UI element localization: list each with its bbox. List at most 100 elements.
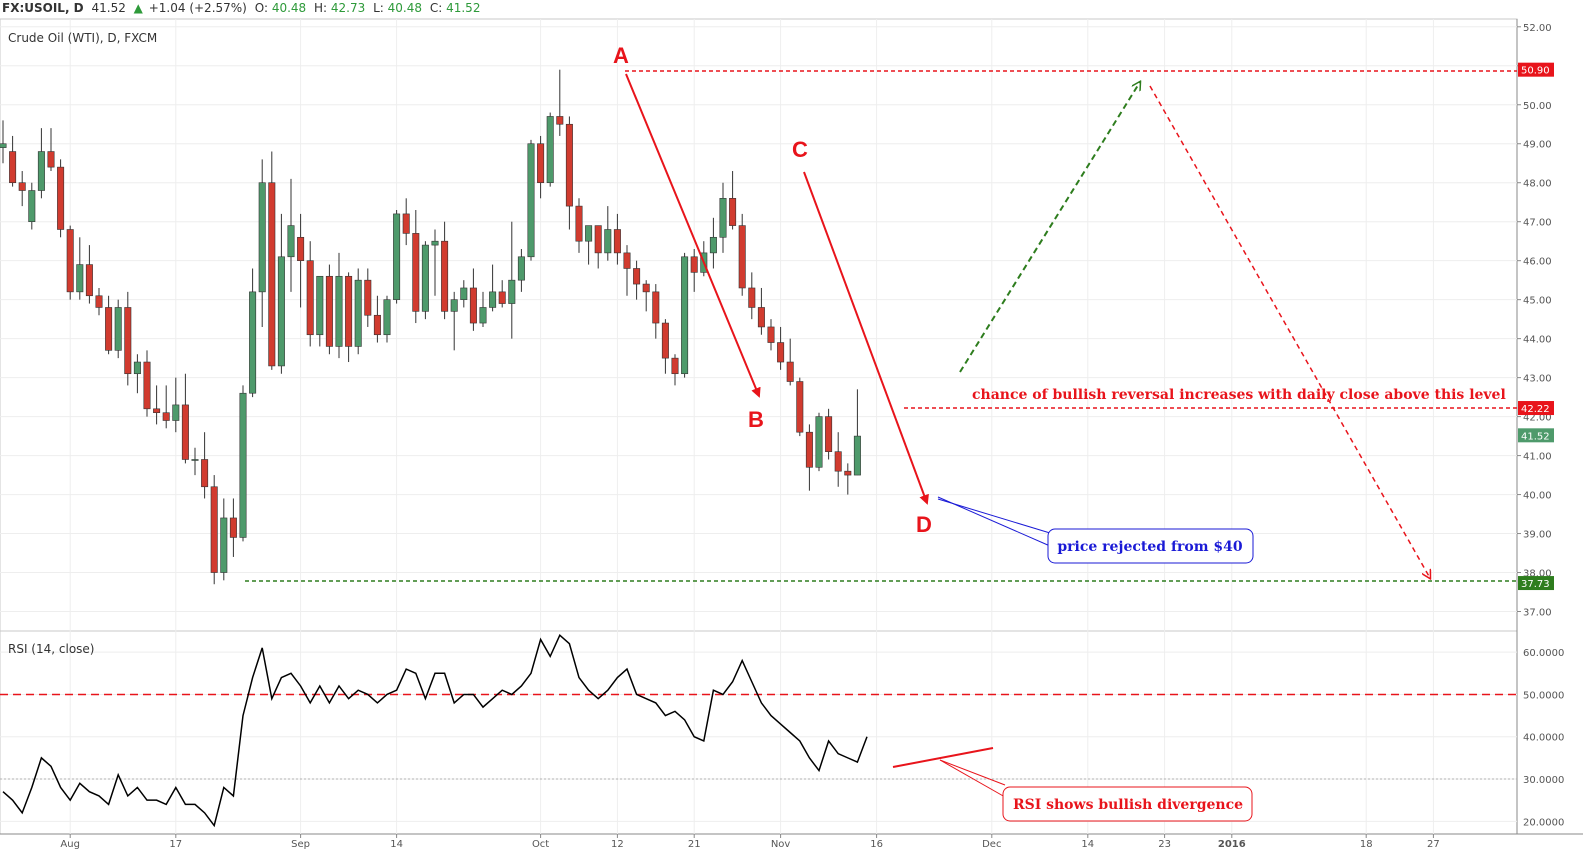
candle-down (9, 151, 17, 184)
rsi-series (0, 633, 1517, 828)
close-label: C: (430, 1, 442, 15)
candle-up (277, 256, 285, 367)
candle-up (719, 198, 727, 238)
price-axis[interactable] (1517, 19, 1583, 834)
candle-up (249, 291, 257, 394)
rejection-callout: price rejected from $40 (937, 496, 1254, 564)
header-bar: FX:USOIL, D 41.52 ▲ +1.04 (+2.57%) O: 40… (0, 0, 1583, 18)
up-triangle-icon: ▲ (134, 1, 144, 15)
candle-up (546, 116, 554, 184)
candle-up (0, 143, 7, 148)
candle-up (28, 190, 36, 223)
high-value: 42.73 (331, 1, 365, 15)
candle-up (431, 240, 439, 246)
candle-up (287, 225, 295, 258)
candle-down (777, 342, 785, 363)
divergence-box (1002, 786, 1253, 822)
rsi-tick-label: 40.0000 (1523, 733, 1564, 744)
candle-down (748, 287, 756, 308)
candle-up (585, 225, 593, 242)
candle-down (767, 326, 775, 343)
candle-down (757, 307, 765, 328)
divergence-pointer-line-2 (939, 759, 1006, 786)
projection-up-arrow (959, 82, 1140, 373)
callout-pointer-line-2 (937, 498, 1051, 534)
price-tick-label: 42.00 (1523, 413, 1552, 424)
candle-down (268, 182, 276, 367)
candle-up (133, 361, 141, 375)
candle-up (450, 299, 458, 312)
time-tick-label: 12 (611, 839, 624, 850)
candle-up (37, 151, 45, 191)
candle-down (834, 451, 842, 472)
candle-down (738, 225, 746, 289)
price-tick-label: 40.00 (1523, 491, 1552, 502)
time-tick-label: 18 (1360, 839, 1373, 850)
time-tick-label: Aug (60, 839, 80, 850)
price-tick-label: 43.00 (1523, 374, 1552, 385)
candle-down (373, 314, 381, 336)
time-tick-label: 23 (1158, 839, 1171, 850)
candle-down (469, 287, 477, 324)
candle-up (114, 307, 122, 351)
price-tick-label: 52.00 (1523, 23, 1552, 34)
open-label: O: (255, 1, 268, 15)
high-label: H: (314, 1, 327, 15)
candle-up (489, 291, 497, 308)
candle-up (76, 264, 84, 293)
grid (0, 19, 1517, 834)
rsi-tick-label: 30.0000 (1523, 775, 1564, 786)
level-lines (245, 70, 1517, 582)
rsi-tick-label: 50.0000 (1523, 690, 1564, 701)
svg-text:FX:USOIL, D 41.52: FX:USOIL, D 41.52 ▲ +1.04 (+2.57%) O: 40… (2, 1, 480, 15)
axis-ticks: 52.0051.0050.0049.0048.0047.0046.0045.00… (60, 23, 1564, 850)
time-tick-label: Nov (771, 839, 791, 850)
price-tick-label: 45.00 (1523, 296, 1552, 307)
last-price: 41.52 (91, 1, 125, 15)
low-label: L: (373, 1, 384, 15)
rsi-tick-label: 20.0000 (1523, 817, 1564, 828)
candle-down (825, 416, 833, 452)
price-tick-label: 46.00 (1523, 257, 1552, 268)
candle-up (604, 229, 612, 254)
candle-down (498, 291, 506, 304)
price-label-box (1518, 576, 1554, 591)
candle-up (172, 404, 180, 421)
rsi-line (2, 633, 868, 828)
candle-down (143, 361, 151, 410)
candle-up (220, 517, 228, 573)
time-tick-label: 14 (390, 839, 403, 850)
candle-up (517, 256, 525, 281)
price-label-text: 50.90 (1521, 66, 1550, 77)
open-value: 40.48 (272, 1, 306, 15)
candle-down (345, 275, 353, 347)
candle-down (661, 322, 669, 359)
candle-up (681, 256, 689, 375)
price-tick-label: 37.00 (1523, 608, 1552, 619)
divergence-pointer-line (939, 759, 1006, 798)
time-tick-label: 21 (688, 839, 701, 850)
candle-up (460, 287, 468, 300)
candle-up (815, 416, 823, 468)
abcd-pattern: A B C D (613, 43, 932, 537)
price-chart-title: Crude Oil (WTI), D, FXCM (8, 31, 157, 45)
leg-cd-arrow (803, 171, 929, 505)
candle-down (124, 307, 132, 375)
candle-down (210, 486, 218, 573)
candle-down (229, 517, 237, 538)
candle-up (258, 182, 266, 293)
reversal-note: chance of bullish reversal increases wit… (972, 387, 1506, 403)
price-label-text: 41.52 (1521, 431, 1550, 442)
time-tick-label: Oct (532, 839, 549, 850)
candle-down (623, 252, 631, 269)
wave-label-b: B (748, 407, 764, 432)
candle-down (47, 151, 55, 168)
candle-up (508, 279, 516, 304)
candle-down (575, 205, 583, 242)
candle-down (441, 240, 449, 312)
rsi-title: RSI (14, close) (8, 642, 94, 656)
candlestick-series (0, 69, 861, 585)
rsi-pane[interactable] (0, 630, 1518, 835)
candle-up (421, 244, 429, 312)
